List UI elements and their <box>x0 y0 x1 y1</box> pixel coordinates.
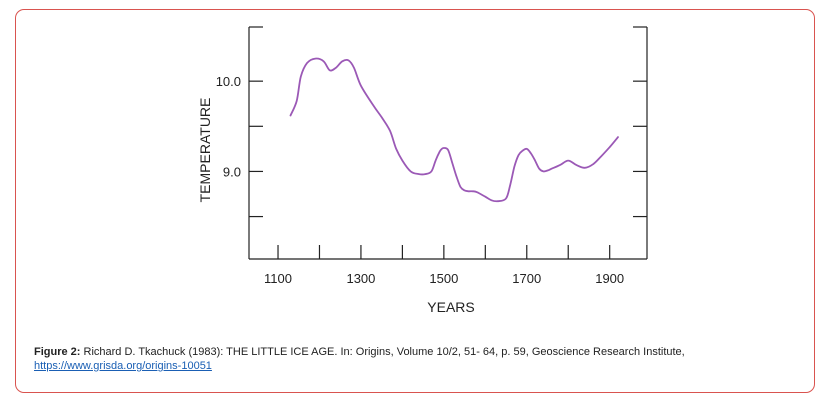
caption-link[interactable]: https://www.grisda.org/origins-10051 <box>34 360 212 372</box>
figure-caption: Figure 2: Richard D. Tkachuck (1983): TH… <box>34 345 794 373</box>
caption-label: Figure 2: <box>34 346 81 358</box>
y-axis-title: TEMPERATURE <box>197 98 213 203</box>
caption-text: Richard D. Tkachuck (1983): THE LITTLE I… <box>80 346 685 358</box>
x-tick-label: 1700 <box>512 271 541 286</box>
figure-frame <box>15 9 815 393</box>
x-tick-label: 1300 <box>346 271 375 286</box>
x-axis-title: YEARS <box>427 299 474 315</box>
chart-axes: 10.0 9.0 1100 1300 1500 1700 1900 <box>216 26 648 286</box>
temperature-series-line <box>289 57 619 203</box>
x-tick-label: 1900 <box>595 271 624 286</box>
x-tick-label: 1500 <box>429 271 458 286</box>
y-tick-label: 10.0 <box>216 74 241 89</box>
chart-marks <box>289 57 619 203</box>
x-tick-label: 1100 <box>264 271 292 286</box>
y-tick-label: 9.0 <box>223 164 241 179</box>
